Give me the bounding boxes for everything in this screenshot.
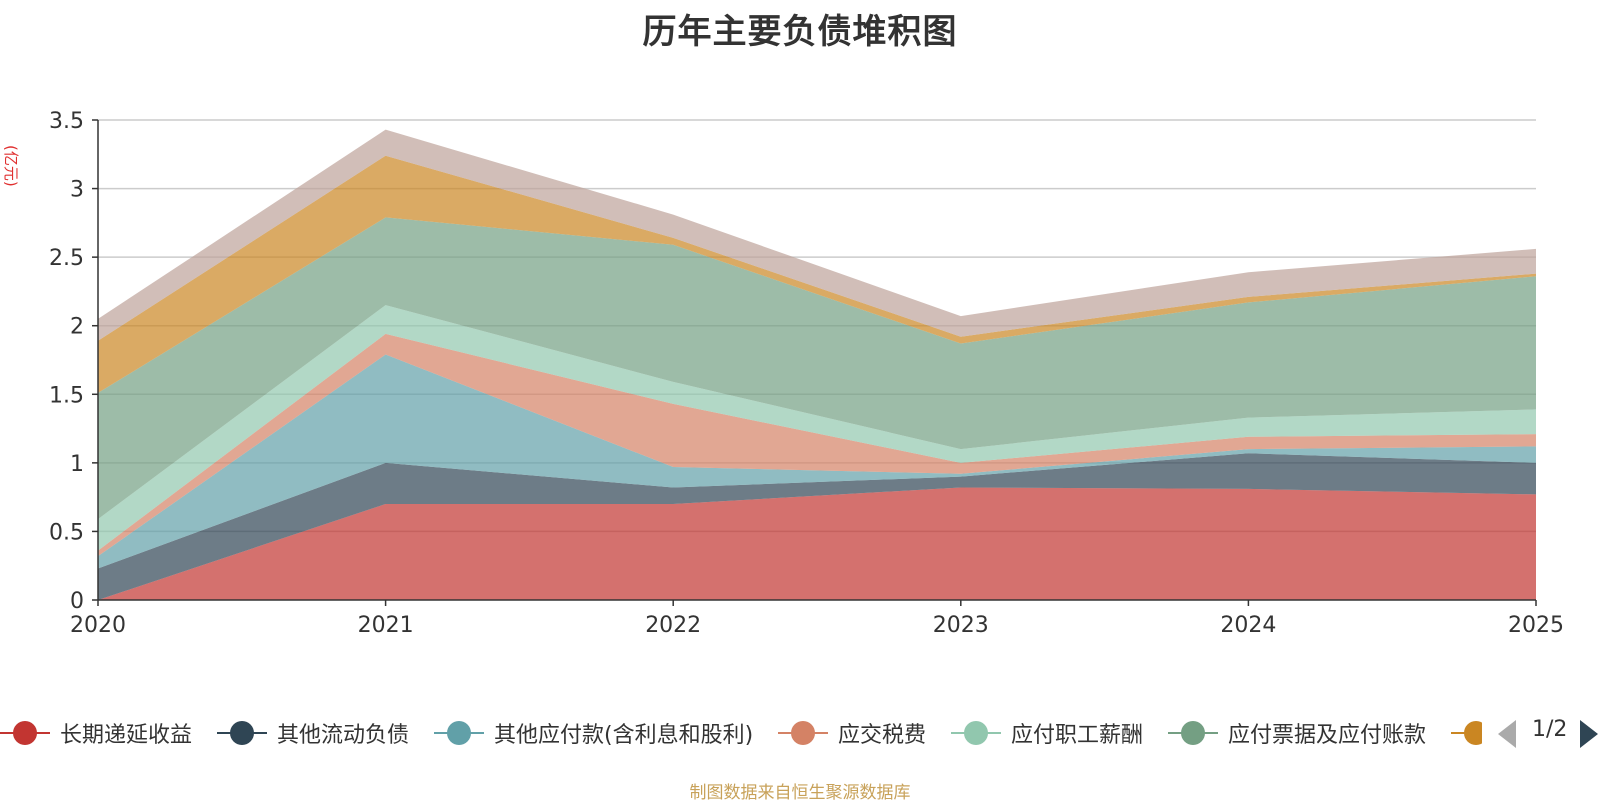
- legend-prev-page-icon[interactable]: [1498, 720, 1516, 748]
- area-series-3: [98, 333, 1536, 557]
- legend-item-6[interactable]: 合同负债: [1451, 715, 1482, 751]
- legend-label: 应交税费: [838, 723, 927, 748]
- x-tick-label: 2024: [1220, 613, 1276, 638]
- x-tick-label: 2020: [70, 613, 126, 638]
- source-note: 制图数据来自恒生聚源数据库: [689, 783, 911, 803]
- legend-label: 其他流动负债: [277, 723, 410, 748]
- x-tick-label: 2023: [933, 613, 989, 638]
- legend-next-page-icon[interactable]: [1580, 720, 1598, 748]
- y-tick-label: 1: [70, 452, 84, 477]
- legend-item-1[interactable]: 其他流动负债: [217, 715, 409, 751]
- y-tick-label: 1.5: [49, 383, 84, 408]
- legend-label: 长期递延收益: [60, 723, 193, 748]
- area-series-6: [98, 155, 1536, 393]
- legend-symbol-icon: [434, 715, 484, 751]
- legend-items: 长期递延收益 其他流动负债 其他应付款(含利息和股利) 应交税费 应付职工薪酬 应付票据及…: [0, 715, 1482, 755]
- area-series-5: [98, 217, 1536, 520]
- legend-symbol-icon: [951, 715, 1001, 751]
- area-series-0: [98, 487, 1536, 600]
- legend-item-3[interactable]: 应交税费: [778, 715, 926, 751]
- legend-symbol-icon: [217, 715, 267, 751]
- y-tick-label: 0: [70, 589, 84, 614]
- y-tick-label: 3: [70, 178, 84, 203]
- area-series-1: [98, 453, 1536, 600]
- legend-item-2[interactable]: 其他应付款(含利息和股利): [434, 715, 753, 751]
- y-tick-label: 2: [70, 315, 84, 340]
- area-series-7: [98, 129, 1536, 341]
- chart-title: 历年主要负债堆积图: [642, 12, 958, 52]
- y-tick-label: 0.5: [49, 520, 84, 545]
- legend-symbol-icon: [778, 715, 828, 751]
- x-tick-label: 2022: [645, 613, 701, 638]
- y-tick-label: 2.5: [49, 246, 84, 271]
- legend: 长期递延收益 其他流动负债 其他应付款(含利息和股利) 应交税费 应付职工薪酬 应付票据及…: [0, 715, 1600, 755]
- legend-label: 其他应付款(含利息和股利): [494, 723, 754, 748]
- legend-label: 应付票据及应付账款: [1228, 723, 1427, 748]
- x-tick-label: 2025: [1508, 613, 1564, 638]
- legend-symbol-icon: [1168, 715, 1218, 751]
- legend-symbol-icon: [0, 715, 50, 751]
- legend-symbol-icon: [1451, 715, 1482, 751]
- legend-item-5[interactable]: 应付票据及应付账款: [1168, 715, 1426, 751]
- legend-item-4[interactable]: 应付职工薪酬: [951, 715, 1143, 751]
- area-series-4: [98, 305, 1536, 551]
- chart-plot: 0 0.5 1 1.5 2 2.5 3 3.5 2020 2021 2022 2023 2024 2025: [49, 109, 1564, 638]
- legend-item-0[interactable]: 长期递延收益: [0, 715, 192, 751]
- x-tick-label: 2021: [358, 613, 414, 638]
- legend-label: 应付职工薪酬: [1011, 723, 1144, 748]
- area-series-2: [98, 354, 1536, 569]
- legend-page-indicator: 1/2: [1532, 717, 1568, 742]
- y-tick-label: 3.5: [49, 109, 84, 134]
